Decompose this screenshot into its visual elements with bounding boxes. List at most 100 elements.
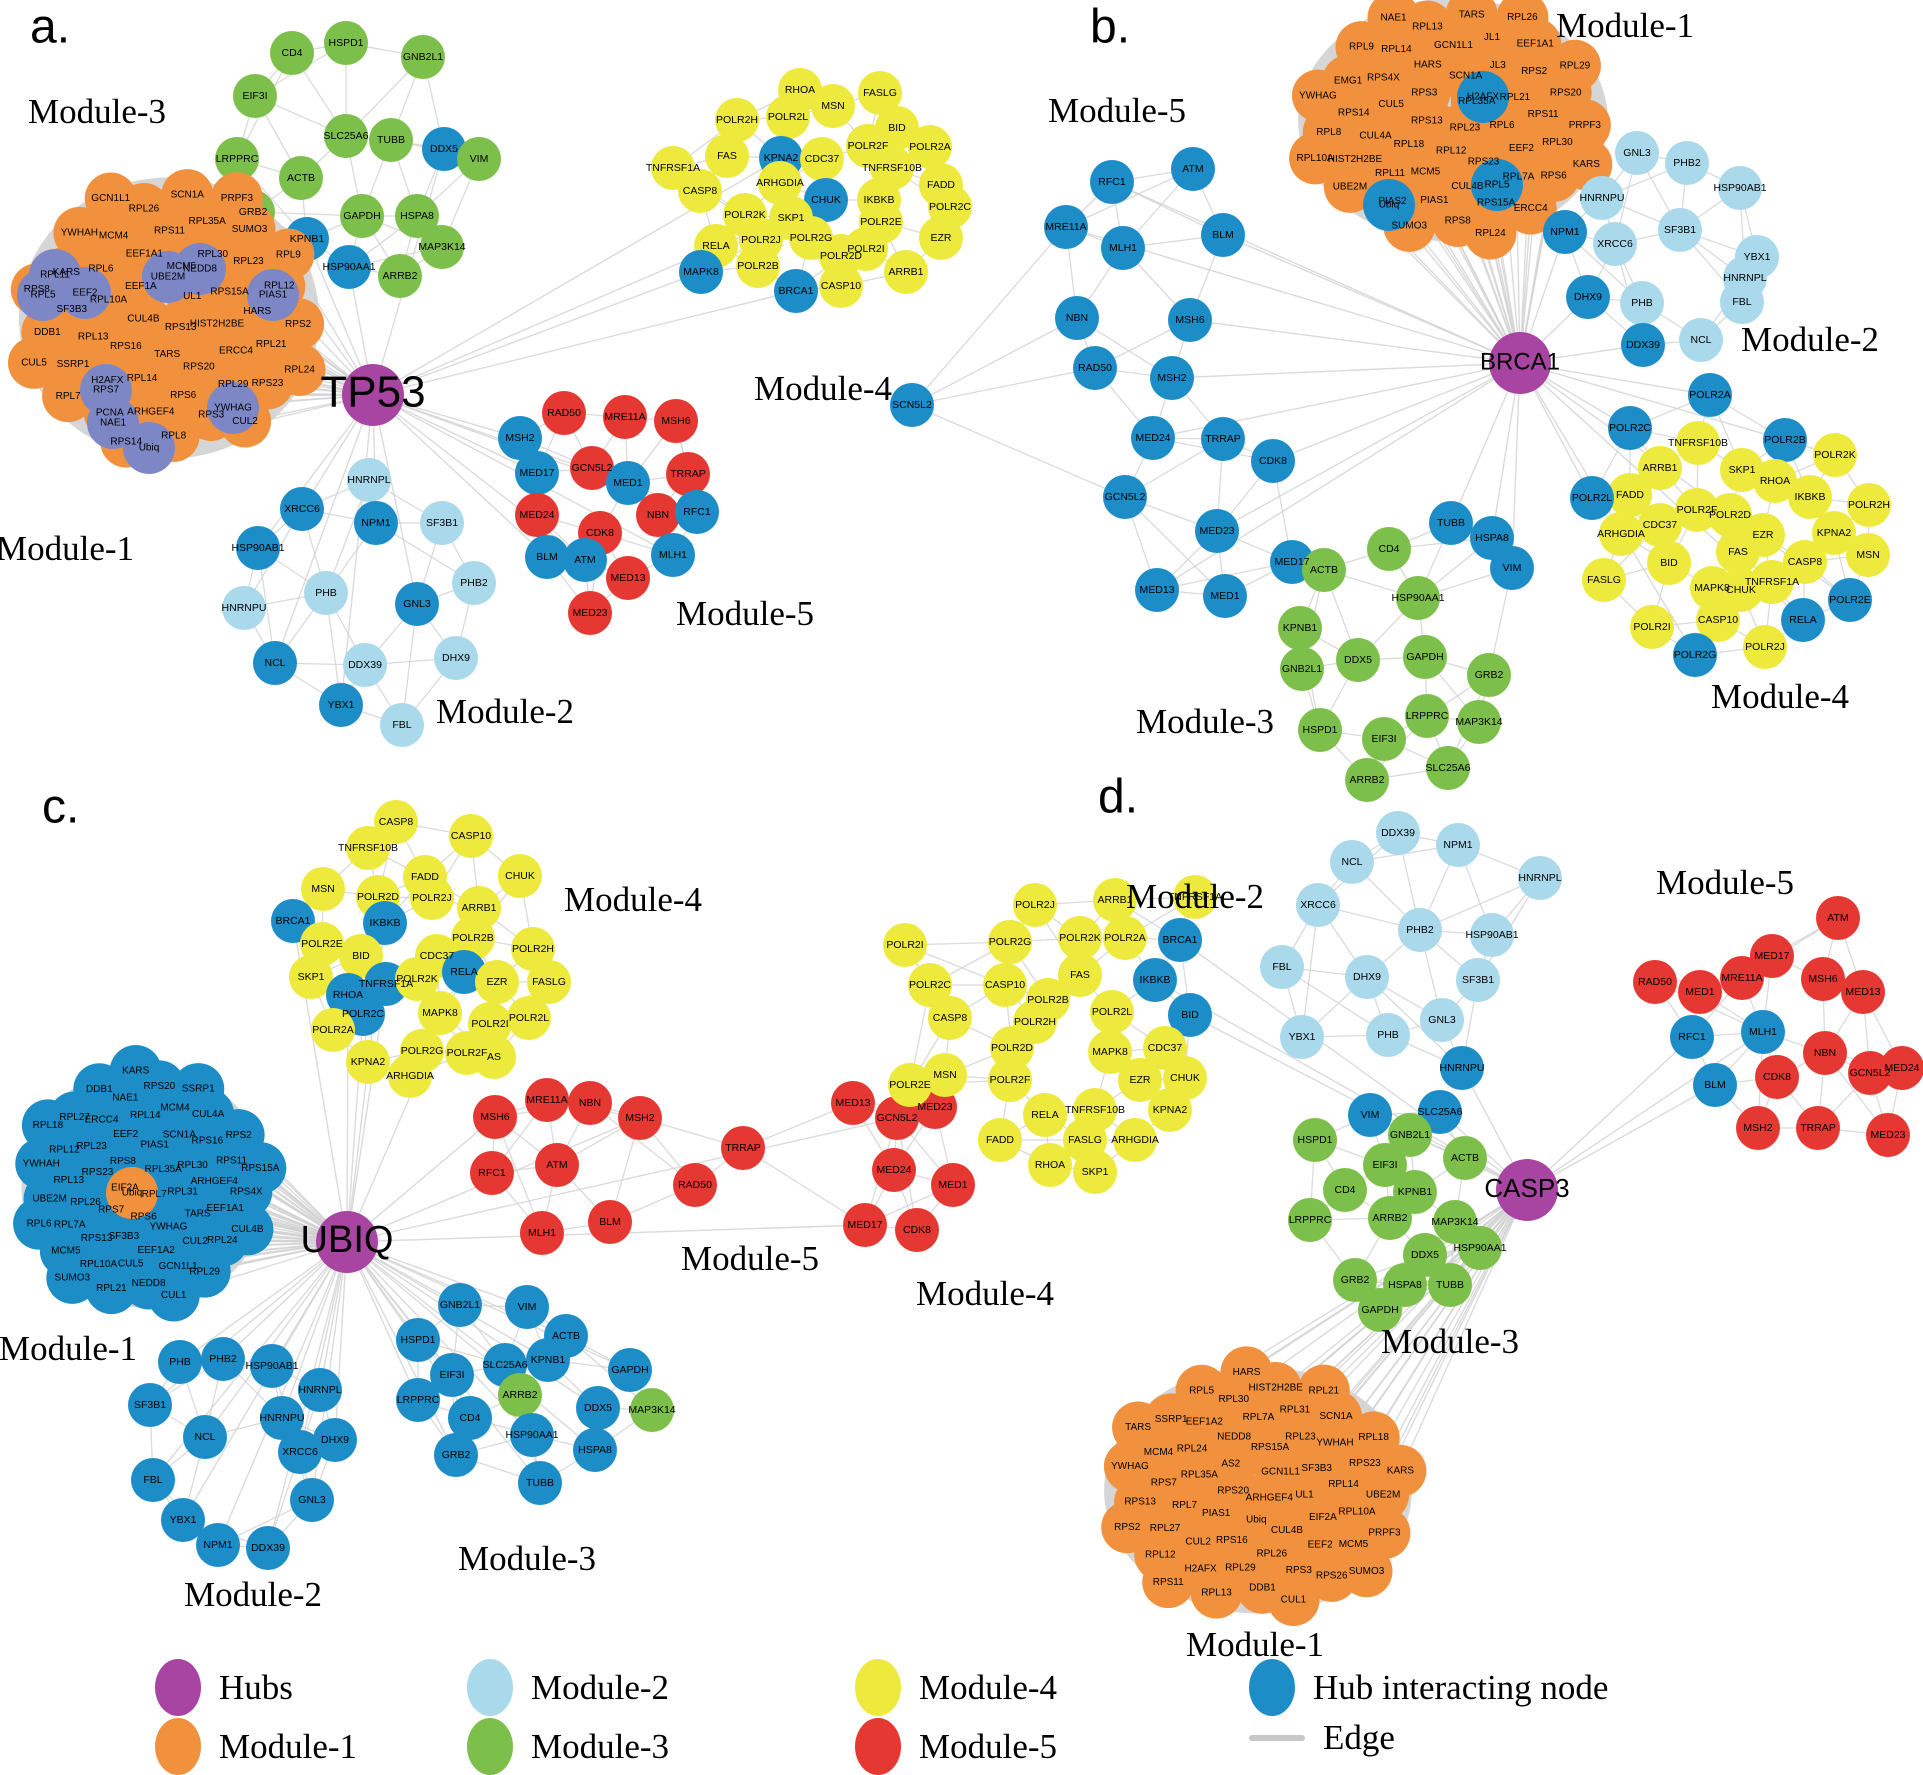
node-ubiq[interactable] xyxy=(106,1167,158,1219)
node-msn[interactable] xyxy=(811,84,855,128)
node-rpl9[interactable] xyxy=(262,228,315,281)
node-trrap[interactable] xyxy=(721,1126,765,1170)
node-polr2b[interactable] xyxy=(451,916,495,960)
node-cd4[interactable] xyxy=(1323,1168,1367,1212)
node-polr2a[interactable] xyxy=(1103,916,1147,960)
node-gapdh[interactable] xyxy=(608,1348,652,1392)
node-tubb[interactable] xyxy=(1429,501,1473,545)
node-med1[interactable] xyxy=(1203,574,1247,618)
node-rad50[interactable] xyxy=(1073,346,1117,390)
node-ubiq[interactable] xyxy=(123,422,175,474)
node-phb2[interactable] xyxy=(201,1337,245,1381)
node-cdc37[interactable] xyxy=(800,137,844,181)
node-kpna2[interactable] xyxy=(1812,511,1856,555)
node-polr2k[interactable] xyxy=(1058,916,1102,960)
hub-casp3[interactable] xyxy=(1496,1159,1558,1221)
node-kpna2[interactable] xyxy=(1148,1088,1192,1132)
node-ssrp1[interactable] xyxy=(172,1063,225,1116)
node-hspd1[interactable] xyxy=(324,21,368,65)
node-ubiq[interactable] xyxy=(1363,179,1415,231)
node-cul5[interactable] xyxy=(7,336,60,389)
node-fas[interactable] xyxy=(1058,953,1102,997)
node-med23[interactable] xyxy=(568,591,612,635)
node-blm[interactable] xyxy=(1201,213,1245,257)
node-ywhah[interactable] xyxy=(15,1137,68,1190)
node-msh2[interactable] xyxy=(498,416,542,460)
node-hnrnpl[interactable] xyxy=(347,458,391,502)
node-kars[interactable] xyxy=(109,1044,162,1097)
node-rpl10a[interactable] xyxy=(1289,132,1342,185)
node-ddx39[interactable] xyxy=(1376,811,1420,855)
node-polr2e[interactable] xyxy=(1828,578,1872,622)
node-tars[interactable] xyxy=(1112,1401,1165,1454)
node-skp1[interactable] xyxy=(1073,1150,1117,1194)
node-polr2h[interactable] xyxy=(715,98,759,142)
node-gcn5l2[interactable] xyxy=(875,1096,919,1140)
node-mlh1[interactable] xyxy=(520,1211,564,1255)
node-hsp90ab1[interactable] xyxy=(250,1344,294,1388)
node-faslg[interactable] xyxy=(1582,558,1626,602)
node-hnrnpl[interactable] xyxy=(298,1368,342,1412)
node-mre11a[interactable] xyxy=(1720,956,1764,1000)
node-rpl18[interactable] xyxy=(21,1099,74,1152)
node-med13[interactable] xyxy=(1841,970,1885,1014)
node-polr2a[interactable] xyxy=(311,1008,355,1052)
node-ybx1[interactable] xyxy=(319,683,363,727)
node-trrap[interactable] xyxy=(666,452,710,496)
node-polr2k[interactable] xyxy=(1813,433,1857,477)
node-gnb2l1[interactable] xyxy=(1388,1113,1432,1157)
node-arhgdia[interactable] xyxy=(758,161,802,205)
node-ddx39[interactable] xyxy=(246,1526,290,1570)
node-sumo3[interactable] xyxy=(1340,1545,1393,1598)
node-tubb[interactable] xyxy=(518,1461,562,1505)
node-gnl3[interactable] xyxy=(290,1478,334,1522)
node-cul1[interactable] xyxy=(147,1269,200,1322)
node-kpna2[interactable] xyxy=(346,1040,390,1084)
node-polr2j[interactable] xyxy=(1013,883,1057,927)
node-hspd1[interactable] xyxy=(396,1318,440,1362)
node-polr2i[interactable] xyxy=(1630,605,1674,649)
node-actb[interactable] xyxy=(279,156,323,200)
node-ezr[interactable] xyxy=(919,216,963,260)
node-hnrnpl[interactable] xyxy=(1518,856,1562,900)
node-hspa8[interactable] xyxy=(573,1428,617,1472)
node-ywhag[interactable] xyxy=(207,382,259,434)
node-tars[interactable] xyxy=(1445,0,1498,41)
node-mlh1[interactable] xyxy=(1101,226,1145,270)
node-gapdh[interactable] xyxy=(340,194,384,238)
node-phb2[interactable] xyxy=(1665,141,1709,185)
node-polr2g[interactable] xyxy=(1673,633,1717,677)
node-eif3i[interactable] xyxy=(430,1353,474,1397)
node-scn5l2[interactable] xyxy=(890,383,934,427)
node-dhx9[interactable] xyxy=(1566,275,1610,319)
node-polr2a[interactable] xyxy=(1688,373,1732,417)
node-rpl5[interactable] xyxy=(1471,159,1523,211)
node-chuk[interactable] xyxy=(804,178,848,222)
node-ncl[interactable] xyxy=(1330,840,1374,884)
node-npm1[interactable] xyxy=(196,1523,240,1567)
node-gnl3[interactable] xyxy=(1420,998,1464,1042)
node-gapdh[interactable] xyxy=(1358,1288,1402,1332)
node-actb[interactable] xyxy=(1302,548,1346,592)
node-cdk8[interactable] xyxy=(1755,1055,1799,1099)
node-msn[interactable] xyxy=(301,867,345,911)
node-ncl[interactable] xyxy=(253,641,297,685)
node-rfc1[interactable] xyxy=(675,490,719,534)
node-polr2l[interactable] xyxy=(1090,990,1134,1034)
node-xrcc6[interactable] xyxy=(278,1430,322,1474)
node-tubb[interactable] xyxy=(1428,1263,1472,1307)
node-npm1[interactable] xyxy=(1436,823,1480,867)
node-atm[interactable] xyxy=(1816,896,1860,940)
node-ikbkb[interactable] xyxy=(1133,958,1177,1002)
node-rpl24[interactable] xyxy=(273,343,326,396)
node-hsp90aa1[interactable] xyxy=(1458,1226,1502,1270)
node-rhoa[interactable] xyxy=(1028,1143,1072,1187)
node-map3k14[interactable] xyxy=(420,225,464,269)
node-polr2i[interactable] xyxy=(883,923,927,967)
node-rela[interactable] xyxy=(442,950,486,994)
node-polr2j[interactable] xyxy=(1743,625,1787,669)
node-phb2[interactable] xyxy=(452,561,496,605)
node-cul1[interactable] xyxy=(1267,1574,1320,1627)
node-prpf3[interactable] xyxy=(210,172,263,225)
node-kpnb1[interactable] xyxy=(526,1338,570,1382)
